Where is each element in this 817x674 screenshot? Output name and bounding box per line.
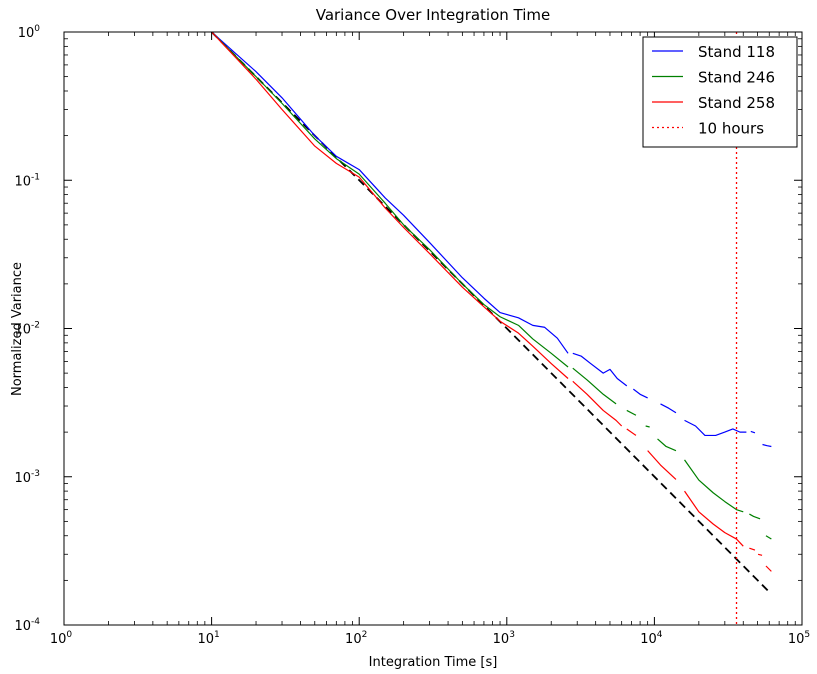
series-line-segment [765, 565, 772, 572]
x-tick-label: 102 [345, 630, 367, 647]
series-line-segment [657, 438, 677, 452]
series-stand-246 [211, 32, 772, 540]
x-tick-label: 100 [50, 630, 73, 647]
chart-title: Variance Over Integration Time [316, 6, 551, 24]
series-line-segment [660, 403, 677, 414]
y-axis-label: Normalized Variance [10, 262, 25, 396]
legend-label: 10 hours [698, 120, 764, 138]
axes: 100 101 102 103 104 105 10-4 10-3 10-2 10-1 100 [14, 24, 810, 647]
series-line-segment [762, 443, 772, 448]
series-line-segment [750, 430, 756, 434]
y-tick-label: 10-3 [14, 469, 40, 486]
x-tick-label: 101 [197, 630, 219, 647]
legend-label: Stand 258 [698, 94, 775, 112]
series-line-segment [211, 32, 569, 354]
series-line-segment [572, 367, 617, 405]
legend: Stand 118 Stand 246 Stand 258 10 hours [642, 36, 798, 148]
series-stand-258 [211, 32, 772, 572]
series-line-segment [626, 409, 637, 416]
series-line-segment [684, 419, 747, 437]
y-tick-label: 10-1 [14, 172, 40, 189]
y-tick-label: 10-4 [14, 617, 40, 634]
legend-box [642, 36, 798, 148]
series-stand-118 [211, 32, 772, 448]
series-line-segment [749, 547, 756, 551]
x-tick-label: 103 [493, 630, 515, 647]
series-line-segment [626, 428, 637, 436]
series-line-segment [572, 352, 628, 387]
series-line-segment [211, 32, 569, 368]
legend-label: Stand 246 [698, 69, 775, 87]
series-line-segment [684, 490, 744, 547]
series-line-segment [572, 380, 623, 427]
y-tick-label: 10-2 [14, 321, 40, 338]
series-line-segment [647, 450, 677, 480]
series-line-segment [645, 425, 650, 428]
x-tick-label: 104 [640, 630, 663, 647]
plot-area [210, 32, 772, 625]
series-line-segment [632, 388, 648, 399]
x-axis-label: Integration Time [s] [369, 655, 498, 670]
series-line-segment [765, 535, 772, 540]
x-tick-label: 105 [788, 630, 810, 647]
series-line-segment [211, 32, 569, 379]
series-line-segment [757, 553, 763, 556]
series-line-segment [684, 459, 744, 513]
series-line-segment [749, 513, 761, 520]
legend-label: Stand 118 [698, 43, 775, 61]
y-tick-label: 100 [18, 24, 41, 41]
